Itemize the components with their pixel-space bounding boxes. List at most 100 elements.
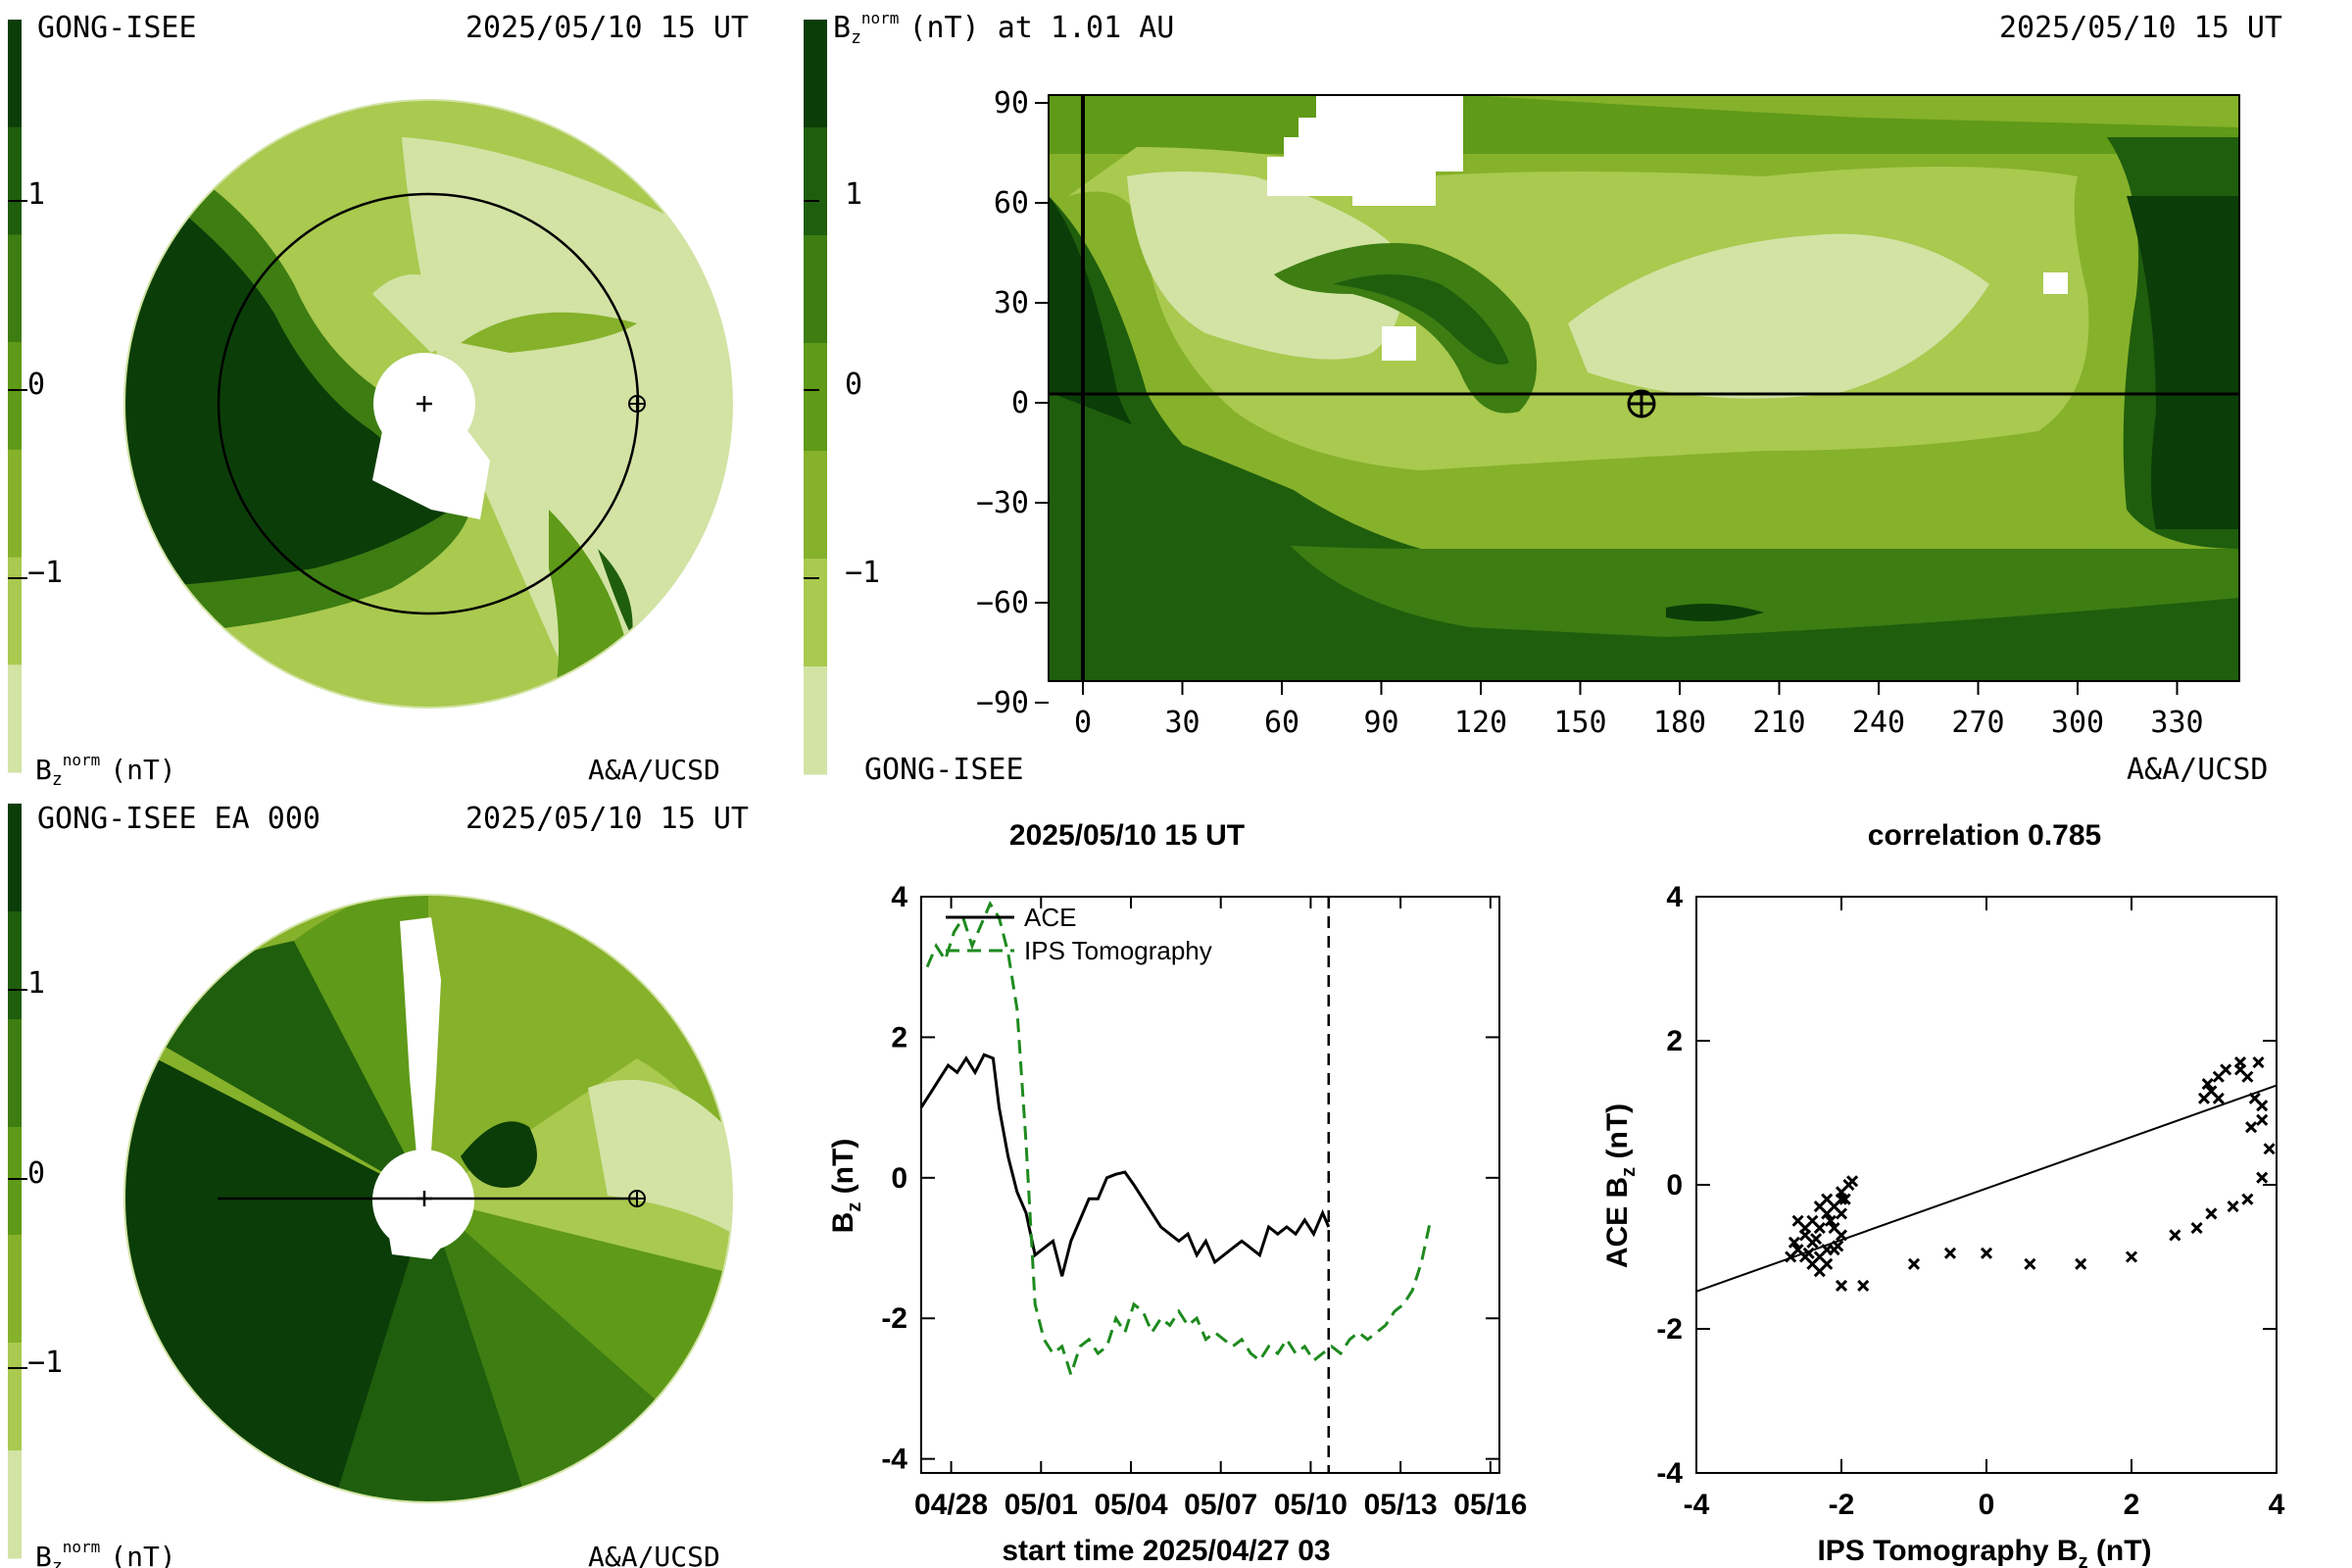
timestamp-label: 2025/05/10 15 UT — [1999, 11, 2282, 45]
scatter-y-tick-label: -4 — [1656, 1457, 1683, 1490]
colorbar-band — [804, 451, 827, 560]
map-y-ticks: 90 60 30 0 −30 −60 −90 — [976, 86, 1049, 720]
map-x-tick-label: 330 — [2150, 706, 2203, 740]
map-x-tick-label: 180 — [1653, 706, 1706, 740]
colorbar-band — [8, 1450, 22, 1559]
scatter-y-tick-label: 0 — [1666, 1169, 1683, 1201]
scatter-point — [1857, 1279, 1870, 1292]
map-x-ticks: 0 30 60 90 120 150 180 210 240 270 300 330 — [1074, 681, 2204, 740]
colorbar-band — [8, 1343, 22, 1451]
map-y-tick-label: 30 — [994, 286, 1029, 320]
map-colorbar — [804, 20, 827, 775]
timeseries-ylabel: Bz (nT) — [827, 1139, 865, 1234]
scatter-point — [2256, 1100, 2269, 1112]
colorbar-band — [8, 20, 22, 128]
colorbar-band — [8, 1019, 22, 1128]
colorbar-ticks: 1 0 −1 — [804, 177, 880, 590]
colorbar-band — [804, 20, 827, 128]
scatter-point — [2256, 1171, 2269, 1184]
colorbar-band — [804, 127, 827, 236]
timeseries-lines — [919, 897, 1433, 1473]
scatter-x-tick-label: -2 — [1829, 1489, 1855, 1521]
timestamp-label: 2025/05/10 15 UT — [466, 11, 749, 45]
map-x-tick-label: 300 — [2051, 706, 2104, 740]
timeseries-y-tick-label: -4 — [881, 1444, 907, 1476]
legend-label-ips: IPS Tomography — [1024, 936, 1212, 965]
scatter-point — [1788, 1236, 1800, 1249]
scatter-point — [2024, 1257, 2036, 1270]
scatter-point — [1806, 1214, 1819, 1227]
scatter-title: correlation 0.785 — [1868, 819, 2101, 852]
map-x-tick-label: 150 — [1553, 706, 1606, 740]
colorbar-tick-label: 1 — [845, 177, 862, 212]
ecliptic-colorbar — [8, 20, 22, 773]
scatter-point — [2190, 1222, 2203, 1235]
source-label: GONG-ISEE EA 000 — [37, 802, 320, 836]
meridional-colorbar — [8, 804, 22, 1559]
timeseries-panel: 2025/05/10 15 UT 04/28 05/01 05/04 05/07 05/… — [827, 819, 1527, 1567]
map-x-tick-label: 210 — [1752, 706, 1805, 740]
timeseries-x-tick-label: 05/07 — [1184, 1489, 1257, 1521]
map-x-tick-label: 60 — [1264, 706, 1299, 740]
scatter-point — [1813, 1265, 1826, 1278]
timeseries-x-tick-label: 05/01 — [1004, 1489, 1078, 1521]
colorbar-tick-label: −1 — [27, 556, 63, 590]
scatter-point — [1835, 1279, 1848, 1292]
timestamp-label: 2025/05/10 15 UT — [466, 802, 749, 836]
timeseries-y-tick-label: -2 — [881, 1302, 907, 1335]
colorbar-tick-label: 1 — [27, 966, 45, 1001]
scatter-point — [1846, 1175, 1859, 1188]
map-x-tick-label: 120 — [1454, 706, 1507, 740]
timeseries-title: 2025/05/10 15 UT — [1009, 819, 1245, 852]
colorbar-band — [8, 911, 22, 1020]
map-y-tick-label: 90 — [994, 86, 1029, 121]
scatter-point — [1832, 1240, 1844, 1252]
colorbar-tick-label: 0 — [27, 1156, 45, 1191]
colorbar-tick-label: 0 — [845, 368, 862, 402]
scatter-point — [2241, 1193, 2254, 1205]
colorbar-tick-label: 0 — [27, 368, 45, 402]
scatter-x-tick-label: -4 — [1684, 1489, 1710, 1521]
scatter-point — [1802, 1247, 1815, 1259]
legend-label-ace: ACE — [1024, 903, 1076, 932]
scatter-point — [1980, 1247, 1993, 1259]
earth-icon — [628, 395, 646, 413]
scatter-point — [1838, 1193, 1851, 1205]
timeseries-x-tick-label: 05/13 — [1364, 1489, 1438, 1521]
timeseries-y-tick-label: 0 — [891, 1162, 907, 1195]
timeseries-legend: ACE IPS Tomography — [946, 903, 1212, 965]
map-x-tick-label: 30 — [1164, 706, 1200, 740]
timeseries-ticks: 04/28 05/01 05/04 05/07 05/10 05/13 05/16 4 2 0 -2… — [881, 881, 1527, 1521]
timeseries-xlabel: start time 2025/04/27 03 — [1002, 1535, 1330, 1567]
source-label: GONG-ISEE — [37, 11, 197, 45]
regression-line — [1695, 1084, 2278, 1293]
colorbar-band — [804, 343, 827, 452]
scatter-point — [1810, 1233, 1823, 1246]
scatter-y-tick-label: 2 — [1666, 1025, 1683, 1057]
timeseries-x-tick-label: 05/16 — [1453, 1489, 1527, 1521]
map-y-tick-label: 60 — [994, 186, 1029, 220]
scatter-panel: correlation 0.785 -4 -2 0 2 4 4 2 0 -2 -4 ACE Bz … — [1601, 819, 2285, 1568]
scatter-point — [2201, 1078, 2214, 1091]
scatter-point — [2233, 1063, 2247, 1076]
ecliptic-panel: 1 0 −1 GONG-ISEE 2025/05/10 15 UT — [8, 11, 749, 790]
credit-label: A&A/UCSD — [588, 1541, 720, 1568]
scatter-ylabel: ACE Bz (nT) — [1601, 1103, 1640, 1268]
scatter-point — [2125, 1250, 2138, 1263]
scatter-point — [2227, 1200, 2239, 1213]
scatter-point — [2245, 1121, 2258, 1134]
scatter-point — [1821, 1193, 1834, 1205]
scatter-point — [1824, 1214, 1837, 1227]
unit-label: Bznorm (nT) — [35, 1538, 176, 1568]
colorbar-band — [8, 1235, 22, 1344]
scatter-x-tick-label: 0 — [1979, 1489, 1995, 1521]
scatter-point — [2197, 1092, 2211, 1104]
colorbar-band — [804, 559, 827, 667]
scatter-point — [2075, 1257, 2087, 1270]
unit-label: Bznorm (nT) — [35, 751, 176, 790]
credit-label: A&A/UCSD — [588, 754, 720, 786]
map-field — [1049, 95, 2239, 681]
scatter-point — [2169, 1229, 2181, 1242]
ecliptic-disc — [124, 100, 732, 708]
scatter-xlabel: IPS Tomography Bz (nT) — [1817, 1535, 2151, 1568]
